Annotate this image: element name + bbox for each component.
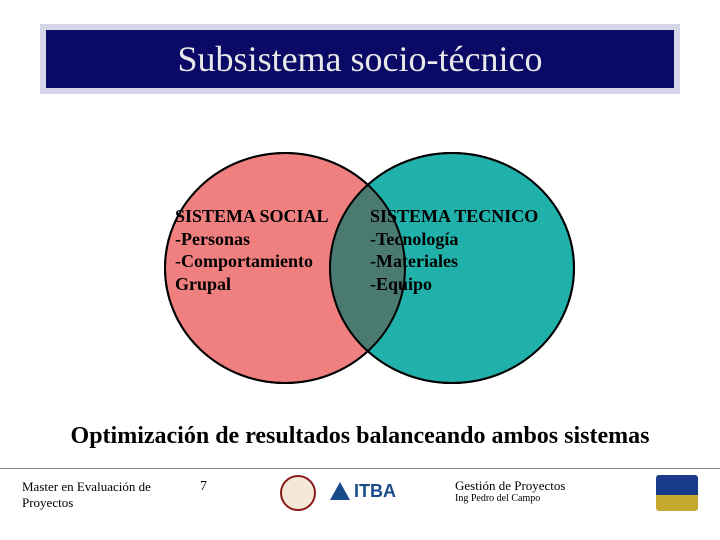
venn-left-item: -Comportamiento	[175, 250, 329, 273]
venn-left-item: Grupal	[175, 273, 329, 296]
venn-right-item: -Materiales	[370, 250, 538, 273]
footer-right-line1: Gestión de Proyectos	[455, 479, 565, 493]
venn-right-labels: SISTEMA TECNICO -Tecnología -Materiales …	[370, 205, 538, 295]
itba-logo-text: ITBA	[354, 481, 396, 502]
itba-logo: ITBA	[330, 477, 420, 505]
slide-subtitle: Optimización de resultados balanceando a…	[0, 423, 720, 450]
footer-right-text: Gestión de Proyectos Ing Pedro del Campo	[455, 479, 565, 504]
venn-right-title: SISTEMA TECNICO	[370, 205, 538, 228]
footer-right-line2: Ing Pedro del Campo	[455, 493, 565, 504]
venn-right-item: -Tecnología	[370, 228, 538, 251]
page-number: 7	[200, 479, 207, 495]
venn-left-labels: SISTEMA SOCIAL -Personas -Comportamiento…	[175, 205, 329, 295]
venn-svg	[0, 145, 720, 405]
title-banner: Subsistema socio-técnico	[40, 24, 680, 94]
footer-left-line2: Proyectos	[22, 495, 151, 511]
footer-left-text: Master en Evaluación de Proyectos	[22, 479, 151, 512]
footer-left-line1: Master en Evaluación de	[22, 479, 151, 495]
slide-title: Subsistema socio-técnico	[178, 38, 543, 80]
footer: Master en Evaluación de Proyectos 7 ITBA…	[0, 468, 720, 528]
venn-right-item: -Equipo	[370, 273, 538, 296]
badge-logo-icon	[656, 475, 698, 511]
venn-diagram: SISTEMA SOCIAL -Personas -Comportamiento…	[0, 145, 720, 405]
title-banner-inner: Subsistema socio-técnico	[46, 30, 674, 88]
venn-left-title: SISTEMA SOCIAL	[175, 205, 329, 228]
venn-left-item: -Personas	[175, 228, 329, 251]
crest-logo-icon	[280, 475, 316, 511]
triangle-icon	[330, 482, 350, 500]
